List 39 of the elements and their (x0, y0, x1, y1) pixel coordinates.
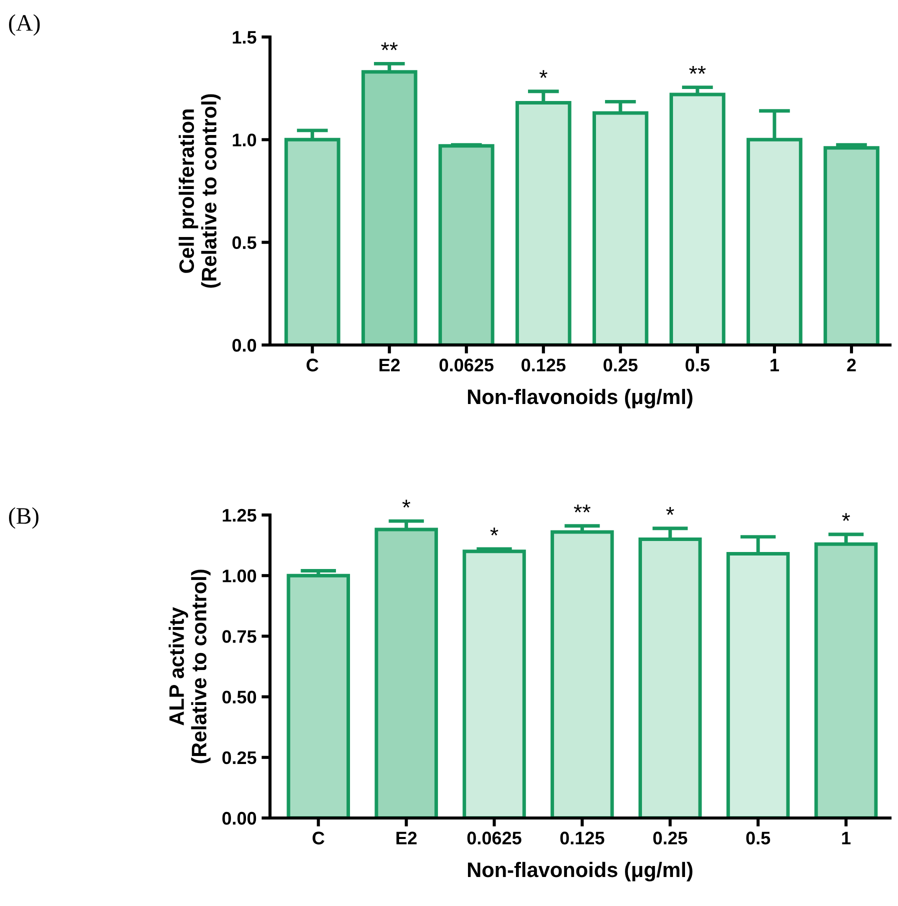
x-tick-label: 2 (847, 358, 856, 372)
annotation: ** (381, 42, 398, 50)
x-axis-title: Non-flavonoids (μg/ml) (468, 862, 692, 882)
x-tick-label: 0.0625 (467, 832, 522, 844)
x-tick-label: 0.125 (560, 832, 604, 844)
y-tick-label: 0.5 (232, 236, 256, 250)
x-tick-label: C (306, 358, 318, 372)
x-axis-title: Non-flavonoids (μg/ml) (468, 388, 692, 408)
annotation: ** (574, 504, 590, 512)
y-tick-label: 0.50 (222, 690, 256, 704)
x-tick-label: 1 (842, 832, 851, 844)
x-tick-label: 0.125 (522, 358, 566, 372)
x-tick-label: E2 (396, 832, 417, 844)
y-tick-label: 1.0 (232, 134, 256, 146)
y-tick-label: 0.0 (232, 338, 256, 352)
x-tick-label: 0.25 (653, 832, 688, 844)
annotation: * (842, 513, 850, 521)
y-tick-label: 1.25 (222, 508, 256, 522)
annotation: ** (689, 66, 706, 74)
x-tick-label: 0.0625 (440, 358, 494, 372)
y-tick-label: 0.75 (222, 630, 256, 643)
y-tick-label: 1.5 (232, 31, 256, 44)
x-tick-label: 0.25 (604, 358, 638, 372)
x-tick-label: 0.5 (686, 358, 710, 372)
y-axis-title: Cell proliferation (Relative to control) (178, 94, 221, 288)
annotation: * (539, 70, 548, 78)
text: (A) (9, 14, 40, 36)
x-tick-label: 1 (770, 358, 779, 372)
text: (B) (9, 507, 38, 529)
y-tick-label: 0.25 (222, 751, 256, 764)
y-tick-label: 0.00 (222, 812, 256, 825)
y-axis-title: ALP activity (Relative to control) (168, 570, 211, 764)
y-tick-label: 1.00 (222, 570, 256, 582)
x-tick-label: C (312, 832, 324, 844)
annotation: * (402, 500, 410, 508)
x-tick-label: 0.5 (746, 832, 770, 844)
x-tick-label: E2 (380, 358, 400, 372)
annotation: * (490, 528, 498, 536)
annotation: * (666, 507, 674, 515)
